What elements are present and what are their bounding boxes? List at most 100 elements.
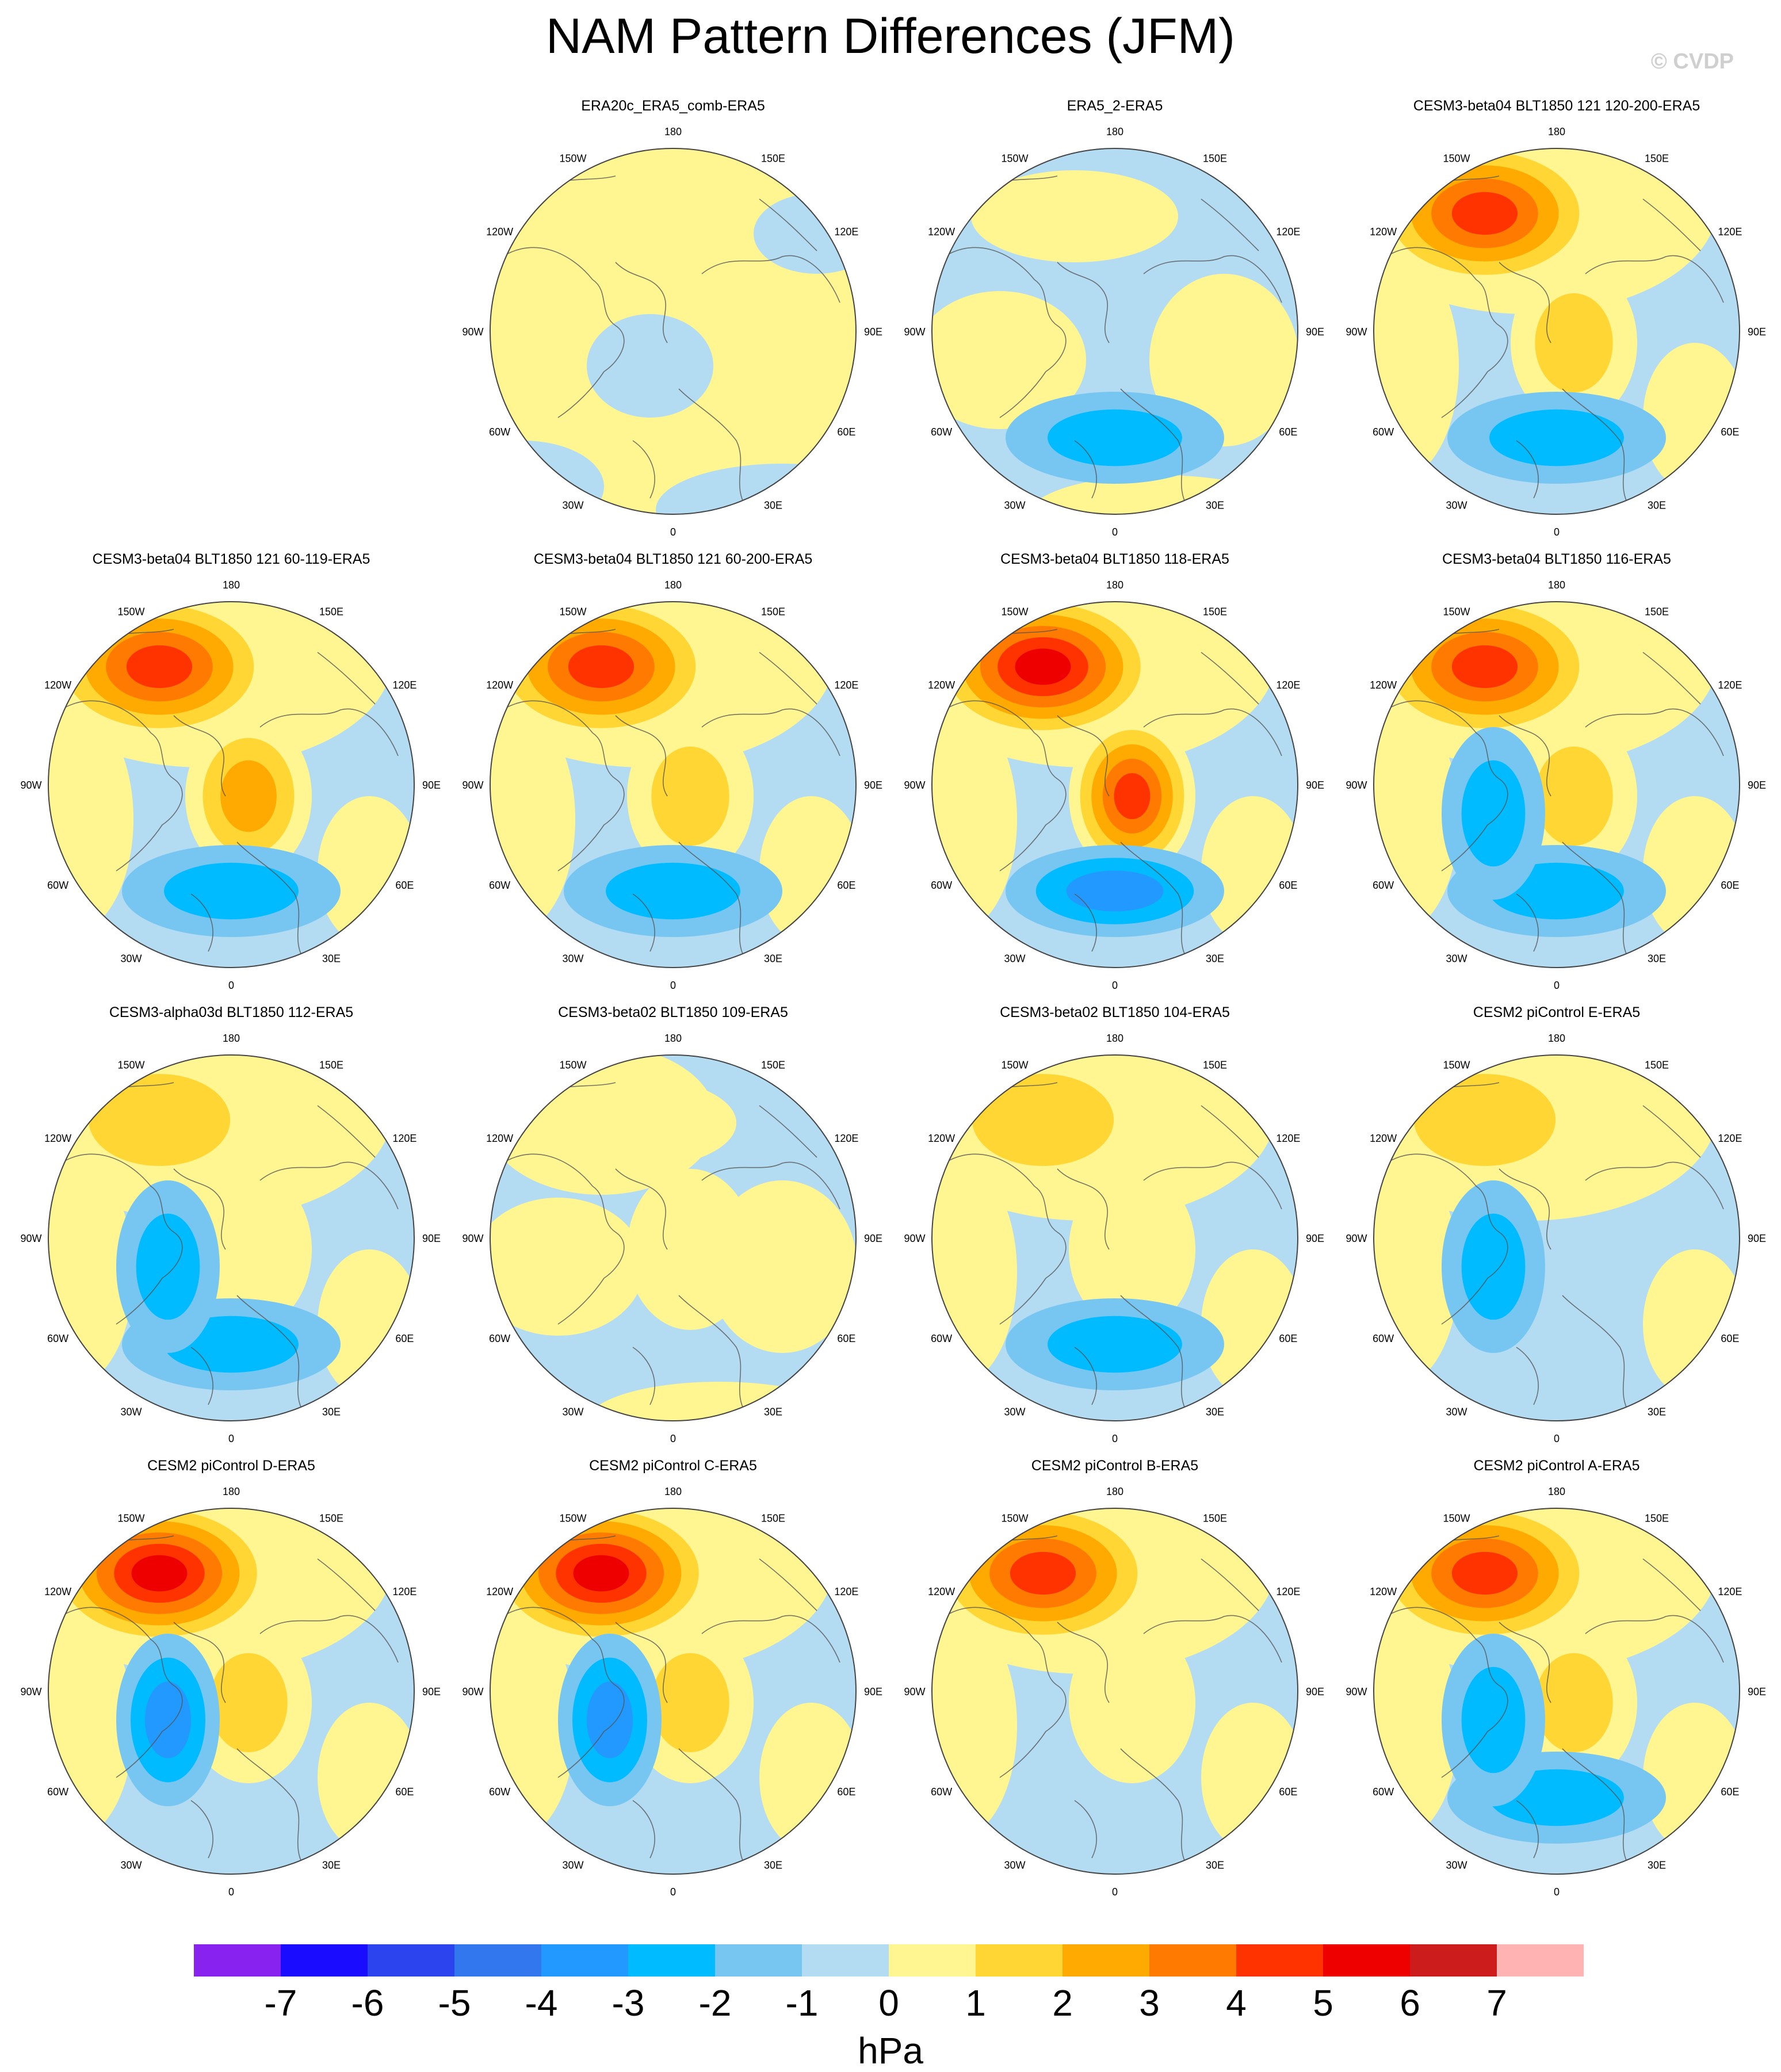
longitude-label: 90W: [1346, 326, 1367, 338]
longitude-label: 60E: [1721, 1786, 1739, 1798]
longitude-label: 60E: [837, 426, 855, 438]
longitude-label: 60W: [1373, 1333, 1394, 1344]
panel-title: CESM3-beta02 BLT1850 109-ERA5: [558, 1004, 788, 1020]
longitude-label: 30E: [764, 1859, 782, 1871]
panel-title: CESM3-beta04 BLT1850 121 120-200-ERA5: [1413, 98, 1700, 114]
longitude-label: 0: [1112, 1886, 1118, 1898]
longitude-label: 60W: [47, 880, 68, 891]
map-panel: ERA20c_ERA5_comb-ERA5 180 150E 120E 90E 60E 30…: [460, 98, 886, 552]
longitude-label: 60E: [1279, 880, 1297, 891]
longitude-label: 150W: [559, 1060, 586, 1071]
panel-title: CESM3-beta02 BLT1850 104-ERA5: [1000, 1004, 1230, 1020]
panel-title: CESM2 piControl D-ERA5: [147, 1458, 315, 1474]
longitude-label: 150W: [1443, 606, 1470, 618]
colorbar-swatch: [1323, 1944, 1410, 1977]
colorbar-swatch: [1410, 1944, 1497, 1977]
longitude-label: 0: [1554, 1433, 1560, 1444]
longitude-label: 60E: [837, 1333, 855, 1344]
longitude-label: 120E: [1276, 679, 1300, 691]
polar-map: 180 150E 120E 90E 60E 30E 0 30W 60W 90W 120W 150W: [20, 1033, 441, 1444]
longitude-label: 90E: [422, 1686, 441, 1698]
colorbar-tick-label: -3: [612, 1982, 645, 2024]
colorbar-swatch: [889, 1944, 976, 1977]
longitude-label: 90E: [1306, 326, 1324, 338]
longitude-label: 150W: [559, 153, 586, 165]
longitude-label: 0: [228, 980, 234, 991]
longitude-label: 60W: [1373, 880, 1394, 891]
longitude-label: 90W: [1346, 779, 1367, 791]
map-panel: CESM2 piControl A-ERA5 180 150E 120E 90E 60E 3…: [1344, 1458, 1769, 1912]
longitude-label: 60E: [837, 1786, 855, 1798]
colorbar-swatch: [715, 1944, 802, 1977]
longitude-label: 150E: [1203, 606, 1227, 618]
colorbar-tick-label: -6: [351, 1982, 384, 2024]
longitude-label: 120W: [1370, 1586, 1397, 1597]
polar-map: 180 150E 120E 90E 60E 30E 0 30W 60W 90W 120W 150W: [1346, 1486, 1766, 1898]
map-panel: ERA5_2-ERA5 180 150E 120E 90E 60E 30E 0 30W 60W 90…: [902, 98, 1328, 552]
map-panel: CESM2 piControl C-ERA5 180 150E 120E 90E 60E 3…: [460, 1458, 886, 1912]
longitude-label: 90W: [904, 326, 925, 338]
longitude-label: 90E: [864, 326, 882, 338]
longitude-label: 60E: [1721, 426, 1739, 438]
longitude-label: 30E: [322, 1406, 341, 1417]
longitude-label: 0: [1112, 1433, 1118, 1444]
longitude-label: 30E: [1648, 1859, 1666, 1871]
longitude-label: 30W: [1446, 1859, 1467, 1871]
colorbar-swatch: [976, 1944, 1063, 1977]
cvdp-watermark: © CVDP: [1650, 49, 1734, 74]
longitude-label: 60E: [395, 880, 414, 891]
longitude-label: 30E: [322, 953, 341, 964]
longitude-label: 30W: [1004, 1859, 1025, 1871]
longitude-label: 150E: [1203, 153, 1227, 165]
longitude-label: 30W: [1004, 499, 1025, 511]
longitude-label: 30W: [1004, 953, 1025, 964]
colorbar-swatch: [802, 1944, 889, 1977]
panel-title: CESM2 piControl E-ERA5: [1473, 1004, 1641, 1020]
longitude-label: 90W: [462, 326, 483, 338]
longitude-label: 150W: [1001, 606, 1028, 618]
longitude-label: 120W: [486, 1586, 513, 1597]
longitude-label: 60E: [1279, 1786, 1297, 1798]
longitude-label: 0: [1554, 1886, 1560, 1898]
colorbar-swatch: [281, 1944, 368, 1977]
longitude-label: 150E: [319, 1060, 343, 1071]
longitude-label: 150E: [1645, 153, 1669, 165]
longitude-label: 120W: [928, 679, 955, 691]
longitude-label: 180: [1548, 1033, 1565, 1044]
longitude-label: 90E: [1748, 1233, 1766, 1244]
longitude-label: 180: [664, 126, 682, 137]
colorbar-unit-label: hPa: [858, 2030, 923, 2071]
colorbar-swatch: [1236, 1944, 1323, 1977]
longitude-label: 60W: [489, 1786, 510, 1798]
longitude-label: 150E: [761, 153, 785, 165]
longitude-label: 0: [228, 1433, 234, 1444]
longitude-label: 60W: [931, 1333, 952, 1344]
panel-title: CESM3-beta04 BLT1850 118-ERA5: [1000, 551, 1229, 567]
longitude-label: 0: [1112, 526, 1118, 538]
longitude-label: 30W: [1446, 1406, 1467, 1417]
longitude-label: 90W: [904, 1686, 925, 1698]
longitude-label: 150W: [1443, 153, 1470, 165]
longitude-label: 90W: [1346, 1686, 1367, 1698]
colorbar-swatch: [454, 1944, 541, 1977]
polar-map: 180 150E 120E 90E 60E 30E 0 30W 60W 90W 120W 150W: [904, 579, 1324, 991]
longitude-label: 0: [670, 980, 676, 991]
colorbar-tick-label: 4: [1226, 1982, 1247, 2024]
longitude-label: 150W: [1001, 1513, 1028, 1524]
longitude-label: 30E: [1648, 953, 1666, 964]
longitude-label: 120W: [928, 226, 955, 238]
map-panel: CESM2 piControl B-ERA5 180 150E 120E 90E 60E 3…: [902, 1458, 1328, 1912]
longitude-label: 30E: [764, 1406, 782, 1417]
colorbar-tick-label: 1: [965, 1982, 986, 2024]
longitude-label: 120E: [834, 679, 858, 691]
longitude-label: 30W: [120, 953, 142, 964]
longitude-label: 120E: [1276, 226, 1300, 238]
longitude-label: 120E: [1718, 226, 1742, 238]
longitude-label: 60E: [1721, 880, 1739, 891]
longitude-label: 30E: [764, 953, 782, 964]
longitude-label: 60W: [489, 1333, 510, 1344]
longitude-label: 90E: [1748, 779, 1766, 791]
longitude-label: 30W: [1446, 953, 1467, 964]
longitude-label: 0: [1112, 980, 1118, 991]
longitude-label: 150E: [761, 606, 785, 618]
